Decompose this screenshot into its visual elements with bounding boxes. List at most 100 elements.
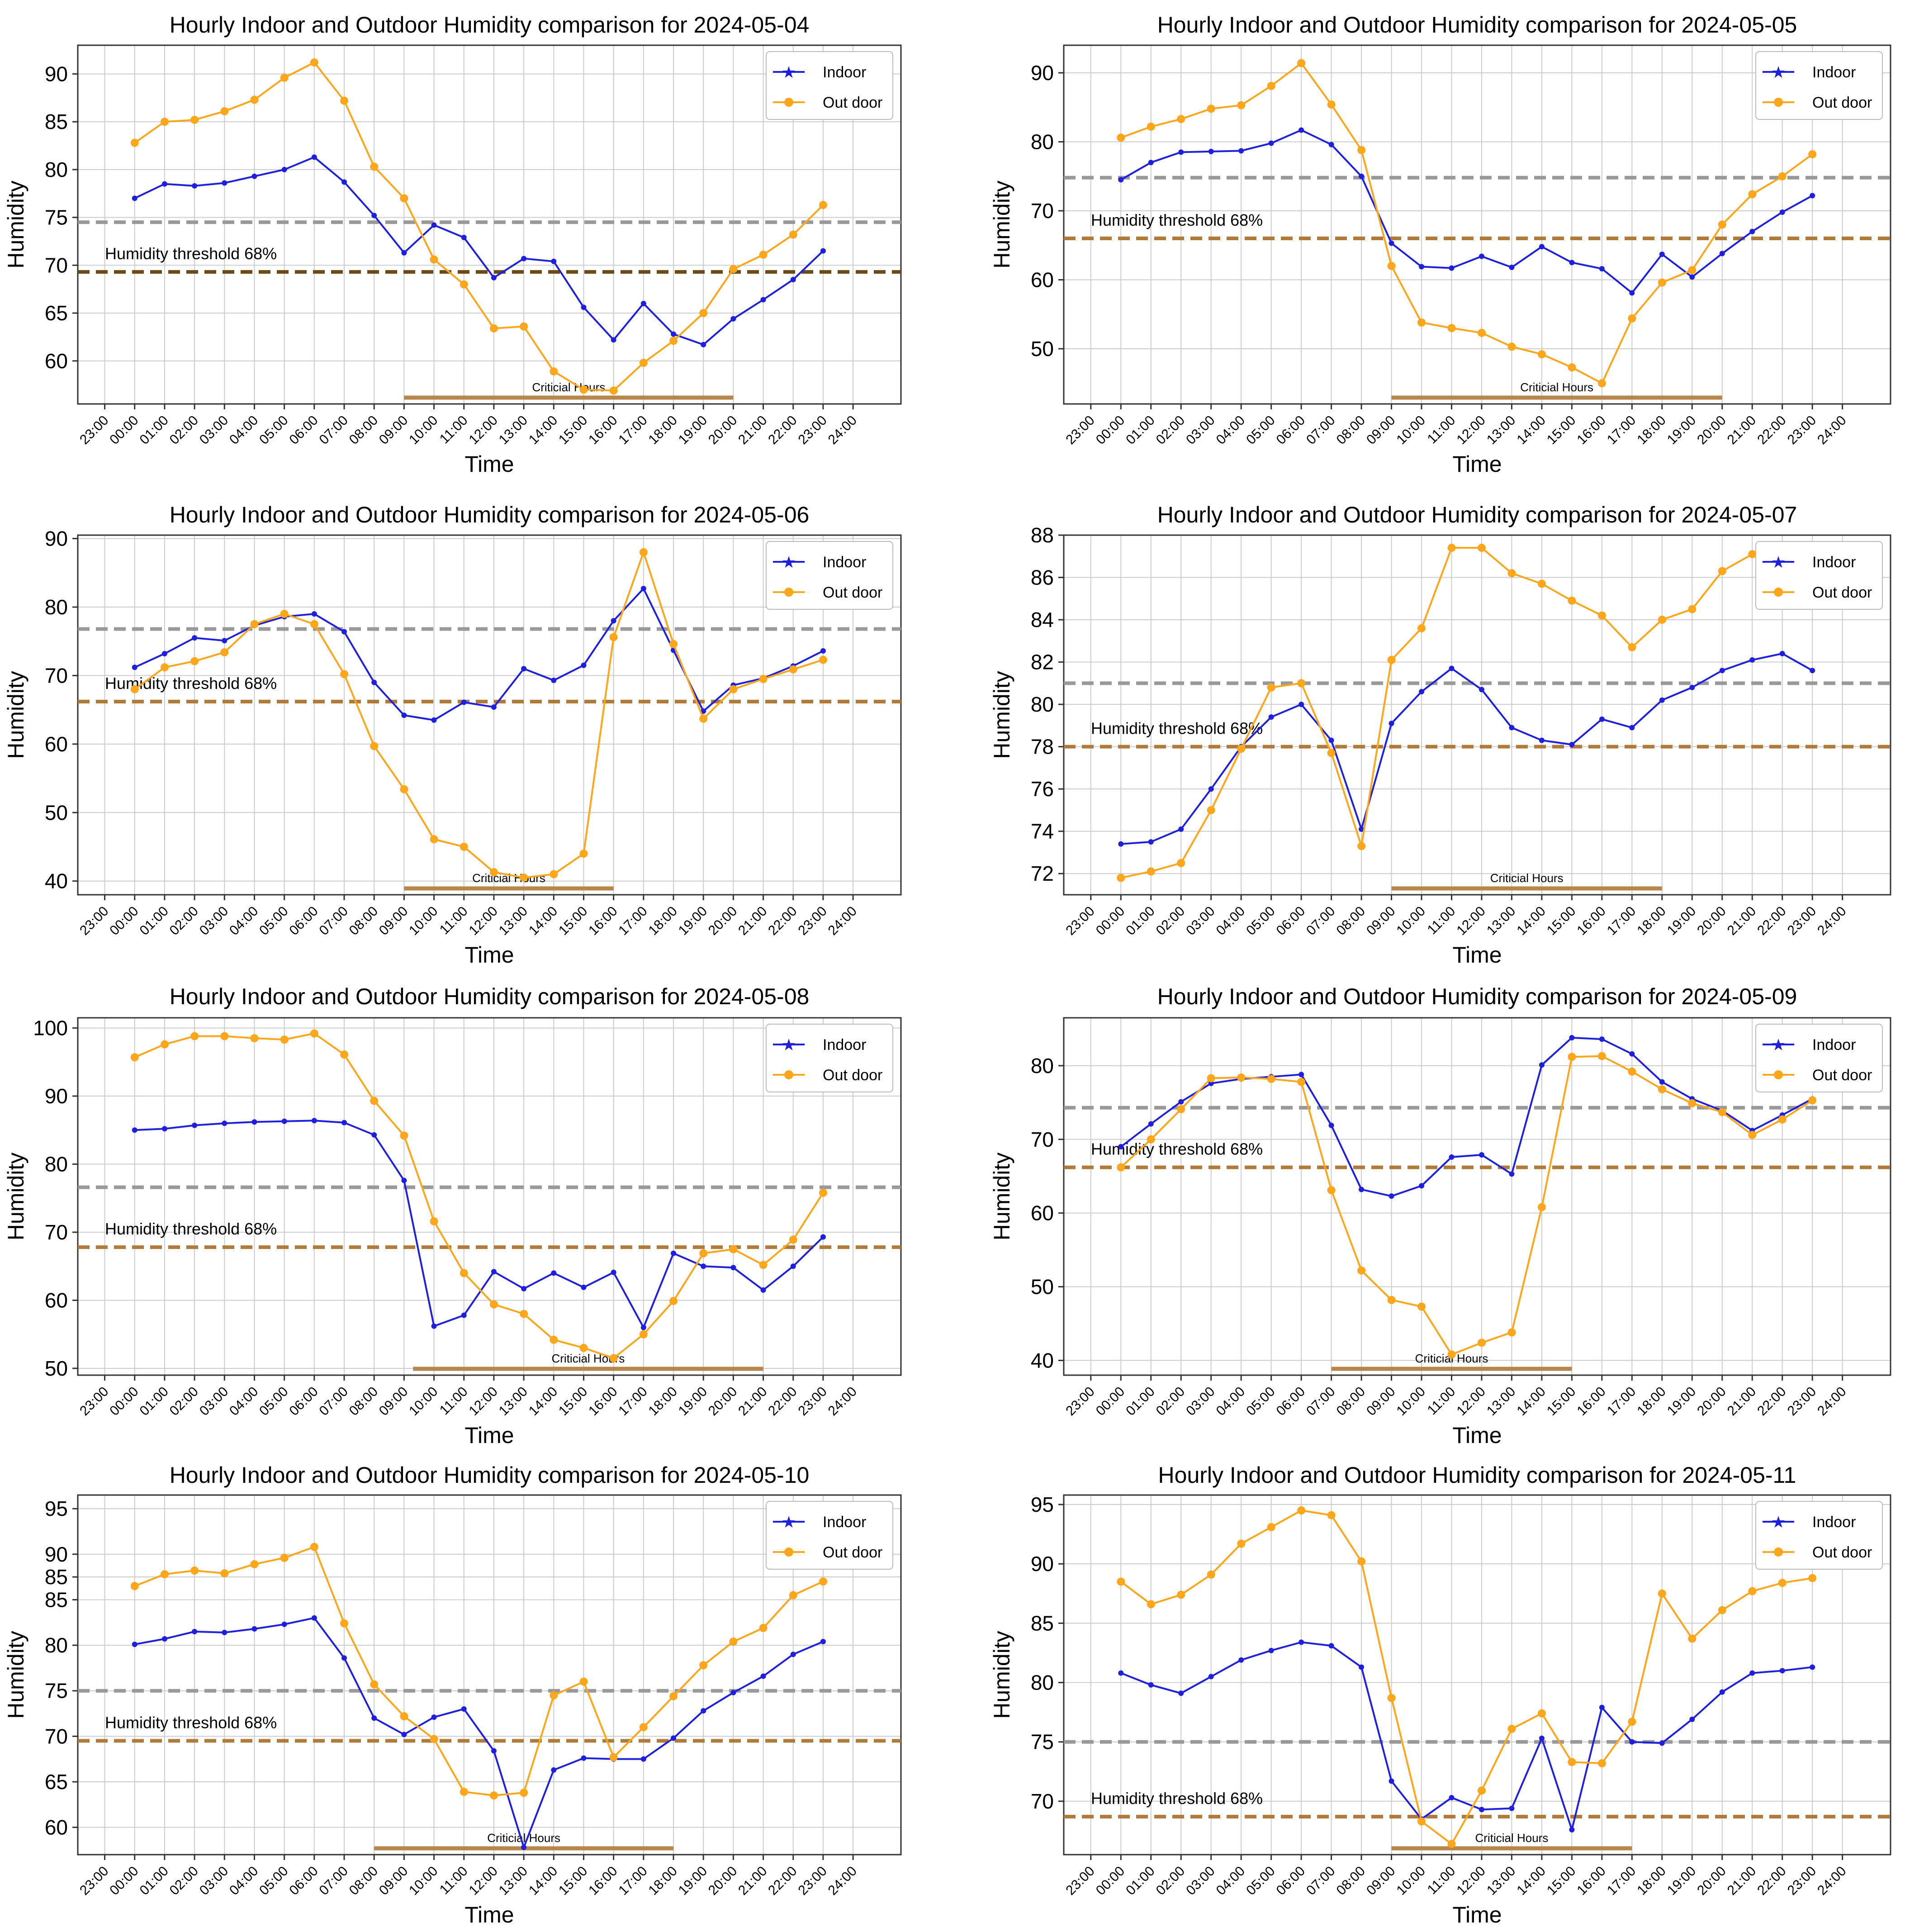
legend-outdoor-marker bbox=[784, 98, 793, 107]
chart-panel-6: Hourly Indoor and Outdoor Humidity compa… bbox=[989, 984, 1891, 1448]
indoor-point bbox=[222, 1629, 227, 1635]
x-tick-label: 24:00 bbox=[825, 413, 860, 447]
chart-title: Hourly Indoor and Outdoor Humidity compa… bbox=[170, 984, 810, 1009]
x-tick-label: 15:00 bbox=[1544, 904, 1578, 938]
plot-frame bbox=[77, 1017, 902, 1376]
x-tick-label: 15:00 bbox=[1544, 413, 1578, 447]
indoor-point bbox=[1749, 228, 1755, 234]
x-tick-label: 10:00 bbox=[1394, 413, 1428, 447]
x-tick-label: 04:00 bbox=[227, 1384, 261, 1419]
outdoor-point bbox=[759, 675, 768, 683]
x-tick-label: 13:00 bbox=[1484, 1864, 1518, 1898]
outdoor-line bbox=[1120, 547, 1813, 879]
y-tick-label: 80 bbox=[1031, 1054, 1054, 1078]
outdoor-point bbox=[520, 1310, 528, 1318]
y-tick-label: 75 bbox=[45, 206, 68, 229]
series-indoor bbox=[1118, 650, 1815, 847]
indoor-point bbox=[491, 275, 497, 280]
indoor-point bbox=[161, 1636, 167, 1642]
x-tick-label: 22:00 bbox=[765, 1384, 800, 1419]
outdoor-point bbox=[190, 1566, 199, 1575]
y-tick-label: 80 bbox=[45, 1153, 68, 1176]
indoor-point bbox=[1388, 240, 1394, 246]
indoor-point bbox=[132, 195, 137, 201]
x-tick-label: 17:00 bbox=[1604, 1864, 1639, 1898]
outdoor-point bbox=[759, 1261, 768, 1269]
plot-frame bbox=[77, 44, 902, 405]
indoor-point bbox=[611, 337, 616, 343]
indoor-point bbox=[1359, 1187, 1365, 1192]
indoor-point bbox=[371, 1132, 377, 1138]
y-tick-label: 50 bbox=[1031, 1275, 1054, 1299]
indoor-point bbox=[311, 1118, 317, 1124]
x-tick-label: 22:00 bbox=[1754, 1864, 1789, 1898]
indoor-point bbox=[1629, 1051, 1635, 1057]
outdoor-point bbox=[1357, 146, 1366, 154]
plot-frame bbox=[1063, 44, 1891, 405]
legend-indoor-label: Indoor bbox=[823, 1036, 866, 1054]
x-axis-label: Time bbox=[464, 1423, 514, 1448]
outdoor-point bbox=[1477, 544, 1486, 552]
x-tick-label: 10:00 bbox=[406, 1384, 441, 1419]
outdoor-point bbox=[190, 657, 199, 665]
x-tick-label: 18:00 bbox=[1634, 1384, 1668, 1419]
threshold-label: Humidity threshold 68% bbox=[105, 1713, 277, 1732]
x-tick-label: 14:00 bbox=[1514, 413, 1548, 447]
x-tick-label: 21:00 bbox=[735, 1864, 770, 1898]
x-tick-label: 03:00 bbox=[1183, 904, 1218, 938]
outdoor-point bbox=[579, 1677, 588, 1686]
outdoor-point bbox=[520, 322, 528, 331]
outdoor-point bbox=[1417, 1817, 1426, 1826]
x-tick-label: 01:00 bbox=[137, 904, 171, 938]
x-tick-label: 17:00 bbox=[1604, 413, 1639, 447]
indoor-point bbox=[1629, 725, 1635, 731]
x-tick-label: 11:00 bbox=[1425, 1864, 1459, 1898]
outdoor-point bbox=[430, 1217, 438, 1225]
chart-panel-4: Hourly Indoor and Outdoor Humidity compa… bbox=[989, 502, 1891, 968]
indoor-point bbox=[581, 304, 587, 310]
x-tick-label: 02:00 bbox=[1153, 904, 1188, 938]
x-tick-label: 08:00 bbox=[346, 1384, 381, 1419]
x-tick-label: 24:00 bbox=[1815, 1864, 1849, 1898]
outdoor-point bbox=[1147, 1135, 1155, 1144]
indoor-point bbox=[431, 222, 437, 228]
y-axis-label: Humidity bbox=[3, 671, 28, 759]
x-tick-label: 08:00 bbox=[1334, 413, 1368, 447]
indoor-point bbox=[1118, 841, 1124, 847]
x-tick-label: 21:00 bbox=[1725, 1384, 1759, 1419]
outdoor-point bbox=[1658, 1085, 1666, 1093]
x-tick-label: 17:00 bbox=[616, 904, 650, 938]
indoor-point bbox=[640, 300, 646, 306]
outdoor-point bbox=[819, 1577, 827, 1586]
critical-hours-label: Criticial Hours bbox=[472, 871, 545, 885]
indoor-point bbox=[1208, 1674, 1214, 1680]
outdoor-point bbox=[1507, 569, 1516, 578]
x-tick-label: 17:00 bbox=[616, 413, 650, 447]
legend-indoor-star-icon: ★ bbox=[1771, 63, 1786, 81]
x-tick-label: 00:00 bbox=[107, 1384, 141, 1419]
y-tick-label: 70 bbox=[1031, 1790, 1054, 1813]
y-tick-label: 90 bbox=[1031, 1552, 1054, 1576]
indoor-point bbox=[1359, 173, 1365, 179]
x-tick-label: 15:00 bbox=[556, 1864, 590, 1898]
outdoor-point bbox=[160, 663, 169, 672]
outdoor-point bbox=[280, 610, 289, 618]
plot-frame bbox=[1063, 1017, 1891, 1376]
chart-panel-2: Hourly Indoor and Outdoor Humidity compa… bbox=[989, 12, 1891, 477]
x-tick-label: 01:00 bbox=[137, 1864, 171, 1898]
indoor-point bbox=[1569, 1827, 1575, 1832]
outdoor-point bbox=[370, 162, 379, 171]
legend-outdoor-label: Out door bbox=[1812, 584, 1872, 601]
outdoor-point bbox=[1507, 1724, 1516, 1733]
indoor-point bbox=[640, 586, 646, 592]
x-tick-label: 19:00 bbox=[676, 413, 710, 447]
x-tick-label: 23:00 bbox=[77, 1384, 111, 1419]
x-tick-label: 10:00 bbox=[406, 413, 441, 447]
indoor-point bbox=[1359, 1664, 1365, 1670]
y-axis-label: Humidity bbox=[989, 1153, 1014, 1240]
x-tick-label: 21:00 bbox=[735, 413, 770, 447]
y-tick-label: 72 bbox=[1031, 862, 1054, 885]
indoor-point bbox=[1599, 1704, 1605, 1710]
indoor-point bbox=[1779, 650, 1785, 656]
outdoor-point bbox=[1417, 318, 1426, 327]
